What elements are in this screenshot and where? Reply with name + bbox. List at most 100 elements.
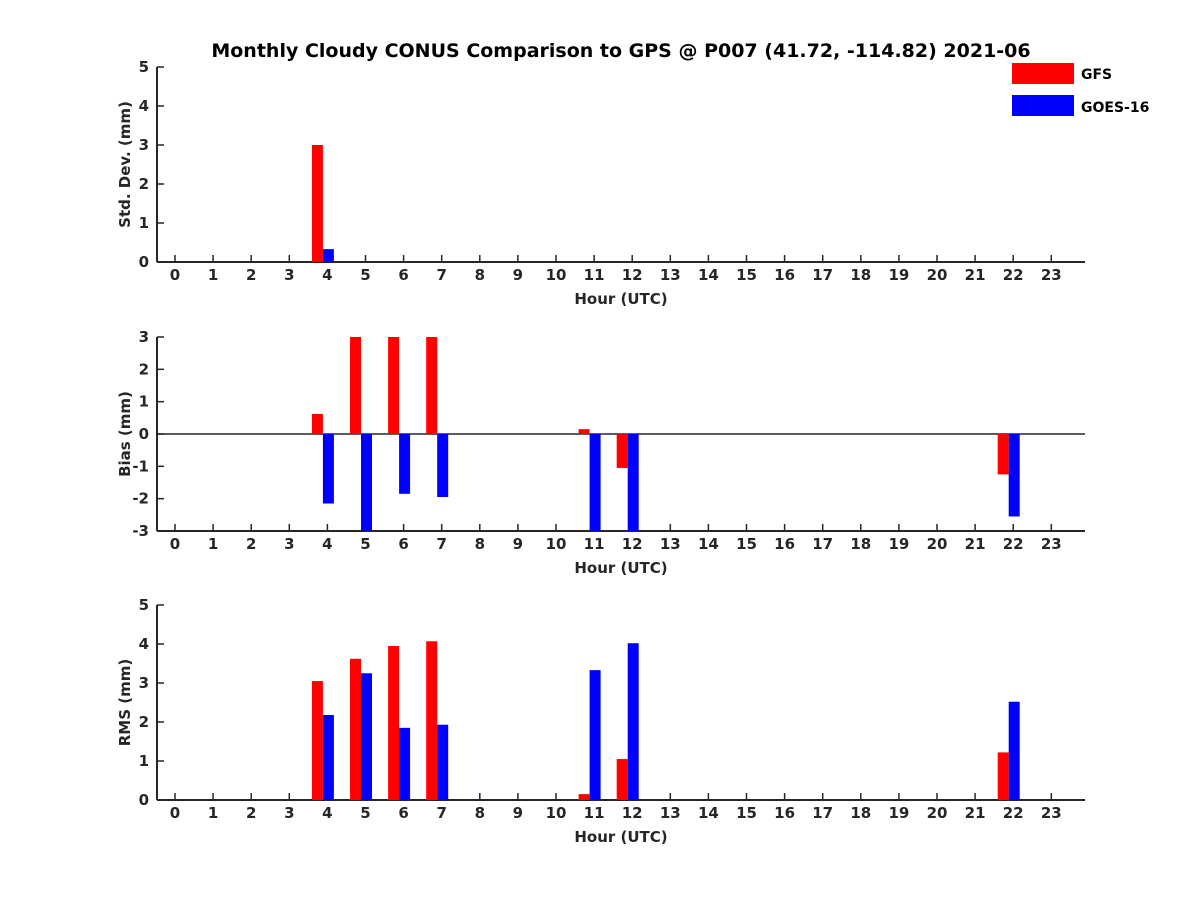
bar-gfs-hour-7 (426, 641, 438, 800)
bar-goes16-hour-22 (1008, 434, 1020, 517)
x-axis-label: Hour (UTC) (574, 290, 667, 308)
y-tick-label: 5 (139, 58, 149, 76)
legend: GFS GOES-16 (1012, 63, 1149, 116)
x-tick-label: 20 (927, 804, 948, 822)
x-tick-label: 5 (360, 535, 370, 553)
bar-goes16-hour-12 (627, 434, 639, 531)
x-tick-label: 1 (208, 804, 218, 822)
x-tick-label: 20 (927, 266, 948, 284)
x-tick-label: 14 (698, 535, 719, 553)
x-tick-label: 23 (1041, 804, 1062, 822)
x-tick-label: 7 (436, 804, 446, 822)
x-axis-label: Hour (UTC) (574, 828, 667, 846)
x-tick-label: 14 (698, 804, 719, 822)
bar-goes16-hour-7 (437, 724, 449, 800)
y-tick-label: 3 (139, 328, 149, 346)
x-tick-label: 3 (284, 535, 294, 553)
x-tick-label: 2 (246, 535, 256, 553)
x-tick-label: 19 (888, 535, 909, 553)
x-tick-label: 17 (812, 535, 833, 553)
bar-goes16-hour-4 (322, 714, 334, 800)
x-axis-label: Hour (UTC) (574, 559, 667, 577)
y-tick-label: -3 (132, 522, 149, 540)
y-tick-label: 4 (139, 97, 149, 115)
bar-gfs-hour-22 (997, 752, 1009, 800)
bar-goes16-hour-6 (399, 727, 411, 800)
y-axis-label: Bias (mm) (116, 391, 134, 477)
x-tick-label: 1 (208, 266, 218, 284)
x-tick-label: 7 (436, 266, 446, 284)
y-tick-label: -2 (132, 490, 149, 508)
x-tick-label: 23 (1041, 266, 1062, 284)
bar-gfs-hour-12 (616, 759, 628, 800)
bar-gfs-hour-22 (997, 434, 1009, 475)
x-tick-label: 22 (1003, 535, 1024, 553)
x-tick-label: 12 (622, 535, 643, 553)
x-tick-label: 4 (322, 266, 332, 284)
x-tick-label: 20 (927, 535, 948, 553)
x-tick-label: 13 (660, 535, 681, 553)
x-tick-label: 21 (965, 266, 986, 284)
x-tick-label: 0 (170, 535, 180, 553)
x-tick-label: 17 (812, 804, 833, 822)
x-tick-label: 3 (284, 804, 294, 822)
x-tick-label: 19 (888, 804, 909, 822)
legend-swatch-goes16 (1012, 95, 1074, 116)
x-tick-label: 21 (965, 535, 986, 553)
x-tick-label: 9 (513, 535, 523, 553)
bar-gfs-hour-5 (350, 337, 361, 434)
bar-gfs-hour-12 (616, 434, 628, 468)
y-tick-label: -1 (132, 457, 149, 475)
x-tick-label: 15 (736, 266, 757, 284)
y-tick-label: 0 (139, 253, 149, 271)
bar-goes16-hour-5 (361, 434, 372, 531)
x-tick-label: 7 (436, 535, 446, 553)
x-tick-label: 11 (584, 804, 605, 822)
y-axis-label: Std. Dev. (mm) (116, 101, 134, 228)
bar-goes16-hour-11 (589, 434, 601, 531)
y-tick-label: 0 (139, 425, 149, 443)
bar-goes16-hour-4 (322, 434, 334, 504)
x-tick-label: 16 (774, 266, 795, 284)
x-tick-label: 10 (546, 804, 567, 822)
x-tick-label: 18 (850, 535, 871, 553)
bar-gfs-hour-5 (350, 658, 361, 800)
y-tick-label: 1 (139, 214, 149, 232)
y-tick-label: 3 (139, 136, 149, 154)
x-tick-label: 15 (736, 535, 757, 553)
y-tick-label: 5 (139, 596, 149, 614)
y-tick-label: 0 (139, 791, 149, 809)
bar-gfs-hour-7 (426, 337, 438, 434)
bar-gfs-hour-6 (388, 337, 400, 434)
legend-swatch-gfs (1012, 63, 1074, 84)
x-tick-label: 15 (736, 804, 757, 822)
x-tick-label: 16 (774, 804, 795, 822)
bar-goes16-hour-22 (1008, 701, 1020, 800)
x-tick-label: 1 (208, 535, 218, 553)
y-tick-label: 2 (139, 360, 149, 378)
x-tick-label: 6 (398, 804, 408, 822)
bar-gfs-hour-4 (311, 681, 323, 800)
x-tick-label: 18 (850, 804, 871, 822)
bar-gfs-hour-6 (388, 645, 400, 800)
x-tick-label: 2 (246, 266, 256, 284)
bar-goes16-hour-6 (399, 434, 411, 494)
x-tick-label: 22 (1003, 266, 1024, 284)
y-tick-label: 1 (139, 752, 149, 770)
x-tick-label: 11 (584, 266, 605, 284)
x-tick-label: 8 (475, 535, 485, 553)
legend-label-gfs: GFS (1081, 67, 1112, 83)
x-tick-label: 18 (850, 266, 871, 284)
bar-gfs-hour-11 (578, 794, 590, 800)
x-tick-label: 9 (513, 266, 523, 284)
y-tick-label: 2 (139, 713, 149, 731)
x-tick-label: 0 (170, 804, 180, 822)
y-tick-label: 1 (139, 393, 149, 411)
x-tick-label: 19 (888, 266, 909, 284)
y-tick-label: 4 (139, 635, 149, 653)
chart-title: Monthly Cloudy CONUS Comparison to GPS @… (211, 40, 1030, 62)
x-tick-label: 8 (475, 266, 485, 284)
